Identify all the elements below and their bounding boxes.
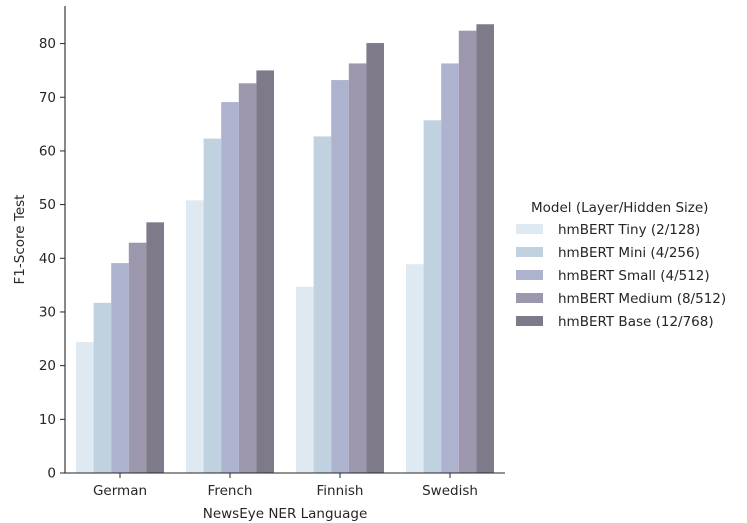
bar	[203, 138, 222, 473]
legend-label: hmBERT Base (12/768)	[558, 314, 714, 330]
bar	[313, 136, 332, 473]
bar	[476, 24, 494, 473]
legend-swatch	[516, 293, 543, 303]
y-tick-label: 40	[39, 251, 56, 267]
bar	[423, 120, 442, 474]
axes-layer	[64, 6, 505, 474]
legend-swatch	[516, 224, 543, 234]
legend-label: hmBERT Tiny (2/128)	[558, 222, 700, 238]
legend: Model (Layer/Hidden Size) hmBERT Tiny (2…	[516, 200, 726, 330]
legend-title: Model (Layer/Hidden Size)	[531, 200, 708, 216]
x-tick-label: French	[208, 483, 253, 499]
y-tick-label: 0	[47, 466, 56, 482]
y-tick-label: 60	[39, 143, 56, 159]
legend-swatch	[516, 247, 543, 257]
bar	[221, 102, 239, 473]
y-axis-title: F1-Score Test	[12, 195, 28, 285]
legend-label: hmBERT Mini (4/256)	[558, 245, 700, 261]
bar	[128, 242, 147, 473]
bar	[256, 70, 274, 474]
bars-layer	[76, 24, 494, 474]
bar	[331, 80, 349, 473]
y-tick-label: 20	[39, 358, 56, 374]
legend-swatch	[516, 270, 543, 280]
bar	[93, 302, 112, 473]
legend-label: hmBERT Small (4/512)	[558, 268, 710, 284]
y-tick-label: 70	[39, 90, 56, 106]
legend-label: hmBERT Medium (8/512)	[558, 291, 726, 307]
bar	[111, 263, 129, 473]
y-ticks: 0 10 20 30 40 50 60 70 80	[39, 36, 65, 482]
legend-swatch	[516, 316, 543, 326]
y-tick-label: 80	[39, 36, 56, 52]
x-tick-label: German	[93, 483, 147, 499]
bar	[366, 43, 384, 473]
bar	[238, 83, 257, 473]
bar	[441, 63, 459, 473]
x-tick-label: Swedish	[422, 483, 478, 499]
y-tick-label: 30	[39, 304, 56, 320]
y-tick-label: 10	[39, 412, 56, 428]
legend-items: hmBERT Tiny (2/128) hmBERT Mini (4/256) hm…	[516, 222, 726, 330]
bar	[348, 63, 367, 473]
bar	[76, 342, 94, 473]
y-tick-label: 50	[39, 197, 56, 213]
bar	[296, 286, 314, 473]
x-tick-label: Finnish	[317, 483, 364, 499]
x-axis-title: NewsEye NER Language	[203, 506, 368, 522]
x-ticks: German French Finnish Swedish	[93, 473, 478, 499]
bar	[186, 200, 204, 473]
bar	[458, 30, 477, 473]
bar	[406, 264, 424, 473]
bar	[146, 222, 164, 473]
